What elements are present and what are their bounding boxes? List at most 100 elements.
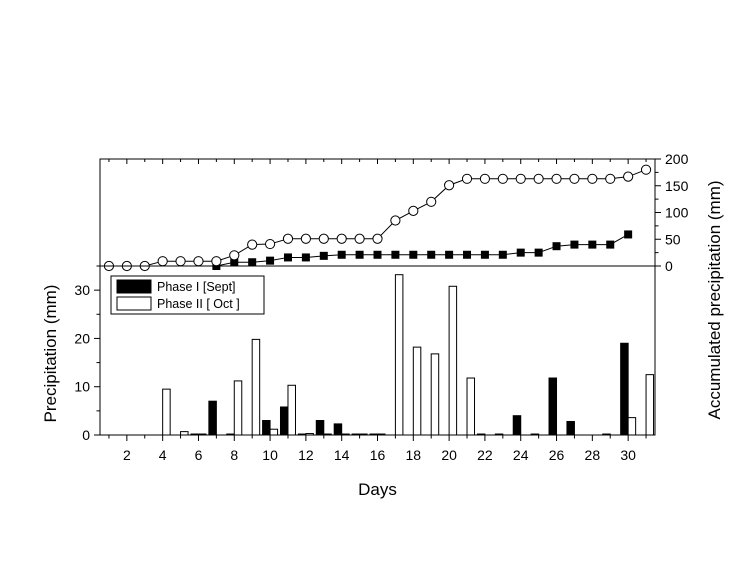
point-phase1-day-29 (606, 240, 615, 249)
point-phase2-day-13 (318, 233, 329, 244)
point-phase2-day-19 (426, 196, 437, 207)
point-phase2-day-29 (605, 173, 616, 184)
bar-phase1-day-24 (512, 415, 522, 436)
bar-phase2-day-8 (233, 380, 243, 436)
x-axis: 2 4 6 8 10 12 14 16 18 20 22 24 26 28 30 (108, 159, 647, 463)
point-phase2-day-18 (408, 205, 419, 216)
bar-phase1-day-30 (620, 342, 629, 436)
bottom-panel-frame (99, 265, 656, 436)
x-tick-label: 12 (298, 447, 314, 463)
point-phase2-day-4 (157, 256, 168, 267)
legend-swatch-phase2 (116, 296, 152, 311)
bar-phase2-day-5 (180, 431, 189, 436)
point-phase2-day-12 (300, 233, 311, 244)
bar-phase1-day-27 (566, 420, 575, 436)
x-tick-label: 20 (441, 447, 457, 463)
point-phase1-day-17 (391, 250, 400, 259)
axis-titles: Days Precipitation (mm) Accumulated precip… (41, 180, 724, 499)
point-phase2-day-20 (444, 180, 455, 191)
point-phase2-day-17 (390, 215, 401, 226)
bar-phase2-day-11 (287, 384, 296, 436)
point-phase2-day-25 (533, 173, 544, 184)
point-phase2-day-14 (336, 233, 347, 244)
point-phase1-day-27 (570, 240, 579, 249)
accumulated-panel (103, 164, 652, 272)
legend-swatch-phase1 (116, 279, 152, 294)
point-phase1-day-11 (283, 253, 292, 262)
bar-phase2-day-20 (448, 285, 458, 436)
point-phase1-day-8 (230, 258, 239, 267)
point-phase1-day-16 (373, 250, 382, 259)
y-right-tick-label: 200 (665, 151, 689, 167)
y-right-tick-label: 100 (665, 205, 689, 221)
x-tick-label: 8 (230, 447, 238, 463)
y-right-tick-label: 150 (665, 178, 689, 194)
point-phase2-day-10 (264, 238, 276, 250)
point-phase2-day-24 (515, 173, 526, 184)
point-phase2-day-11 (282, 233, 294, 244)
bar-phase2-day-9 (251, 338, 261, 436)
bar-phase2-day-31 (645, 374, 655, 436)
x-tick-label: 18 (406, 447, 422, 463)
x-tick-label: 2 (123, 447, 131, 463)
y-right-tick-label: 50 (665, 231, 681, 247)
legend-label-phase1: Phase I [Sept] (157, 280, 236, 294)
point-phase2-day-16 (372, 233, 383, 244)
y-right-tick-label: 0 (665, 258, 673, 274)
daily-panel (162, 274, 655, 436)
x-tick-label: 16 (370, 447, 386, 463)
x-tick-label: 28 (585, 447, 601, 463)
point-phase1-day-10 (266, 256, 275, 265)
line-phase1 (216, 234, 629, 267)
point-phase1-day-20 (445, 250, 454, 259)
x-tick-label: 10 (262, 447, 278, 463)
point-phase1-day-12 (301, 253, 310, 262)
point-phase2-day-5 (175, 256, 186, 267)
panel-frames (99, 158, 656, 436)
bar-phase2-day-30 (627, 417, 637, 436)
point-phase2-day-23 (497, 173, 508, 184)
x-tick-label: 6 (195, 447, 203, 463)
point-phase2-day-6 (193, 256, 204, 267)
point-phase1-day-26 (552, 242, 561, 251)
bar-phase1-day-11 (279, 406, 289, 436)
bar-phase2-day-19 (430, 353, 440, 436)
bar-phase2-day-18 (412, 346, 422, 436)
y-left-tick-label: 0 (82, 427, 90, 443)
point-phase1-day-14 (337, 250, 346, 259)
point-phase1-day-13 (319, 251, 328, 260)
y-axes: 0 10 20 30 0 50 100 150 200 (74, 151, 688, 443)
y-right-axis-title: Accumulated precipitation (mm) (705, 180, 724, 419)
x-tick-label: 4 (159, 447, 167, 463)
point-phase2-day-8 (229, 250, 240, 261)
bar-phase1-day-10 (262, 420, 271, 436)
point-phase1-day-22 (480, 250, 489, 259)
x-tick-label: 22 (477, 447, 493, 463)
x-tick-label: 26 (549, 447, 565, 463)
point-phase2-day-28 (587, 173, 598, 184)
point-phase1-day-15 (355, 250, 364, 259)
x-axis-title: Days (358, 480, 397, 499)
bar-phase1-day-26 (548, 377, 558, 436)
y-left-tick-label: 20 (74, 330, 90, 346)
bar-phase1-day-7 (208, 400, 217, 436)
legend: Phase I [Sept] Phase II [ Oct ] (110, 275, 265, 315)
point-phase2-day-30 (623, 171, 634, 182)
bar-phase2-day-17 (394, 274, 404, 436)
point-phase1-day-9 (248, 258, 257, 267)
point-phase1-day-21 (463, 250, 472, 259)
point-phase2-day-26 (551, 173, 562, 184)
point-phase1-day-25 (534, 248, 543, 257)
y-left-axis-title: Precipitation (mm) (41, 285, 60, 423)
bar-phase2-day-4 (162, 388, 171, 436)
x-tick-label: 30 (620, 447, 636, 463)
x-tick-label: 24 (513, 447, 529, 463)
point-phase1-day-23 (498, 250, 507, 259)
point-phase2-day-7 (211, 256, 222, 267)
point-phase1-day-24 (516, 248, 525, 257)
point-phase1-day-19 (427, 250, 436, 259)
point-phase2-day-15 (354, 233, 365, 244)
point-phase2-day-21 (461, 173, 473, 184)
bar-phase2-day-21 (466, 377, 476, 436)
